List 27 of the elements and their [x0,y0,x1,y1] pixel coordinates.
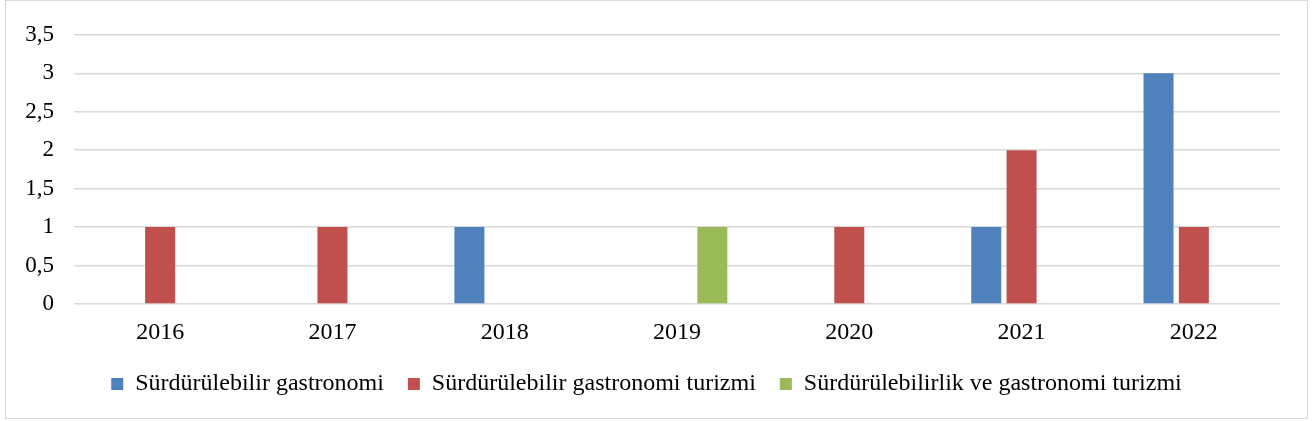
bar [317,227,348,304]
bar [1178,227,1209,304]
y-tick-label: 3 [42,59,54,85]
x-tick-label: 2021 [997,317,1046,344]
y-tick-label: 0 [42,290,54,316]
y-tick-label: 2 [42,136,54,162]
bar [145,227,176,304]
x-tick-label: 2022 [1169,317,1218,344]
y-tick-label: 1,5 [25,174,54,200]
x-tick-label: 2018 [480,317,529,344]
legend-label: Sürdürülebilir gastronomi [135,369,385,396]
bar [454,227,485,304]
y-tick-label: 2,5 [25,97,54,123]
bar [971,227,1002,304]
x-tick-label: 2017 [308,317,357,344]
bar [834,227,865,304]
y-tick-label: 0,5 [25,251,54,277]
legend-label: Sürdürülebilirlik ve gastronomi turizmi [803,369,1183,396]
legend-label: Sürdürülebilir gastronomi turizmi [431,369,757,396]
y-tick-label: 3,5 [25,20,54,46]
x-tick-label: 2020 [825,317,874,344]
x-tick-label: 2016 [136,317,185,344]
x-tick-label: 2019 [653,317,701,344]
bar [697,227,728,304]
y-tick-label: 1 [42,213,54,239]
bar [1143,73,1174,304]
bar [1006,150,1037,304]
